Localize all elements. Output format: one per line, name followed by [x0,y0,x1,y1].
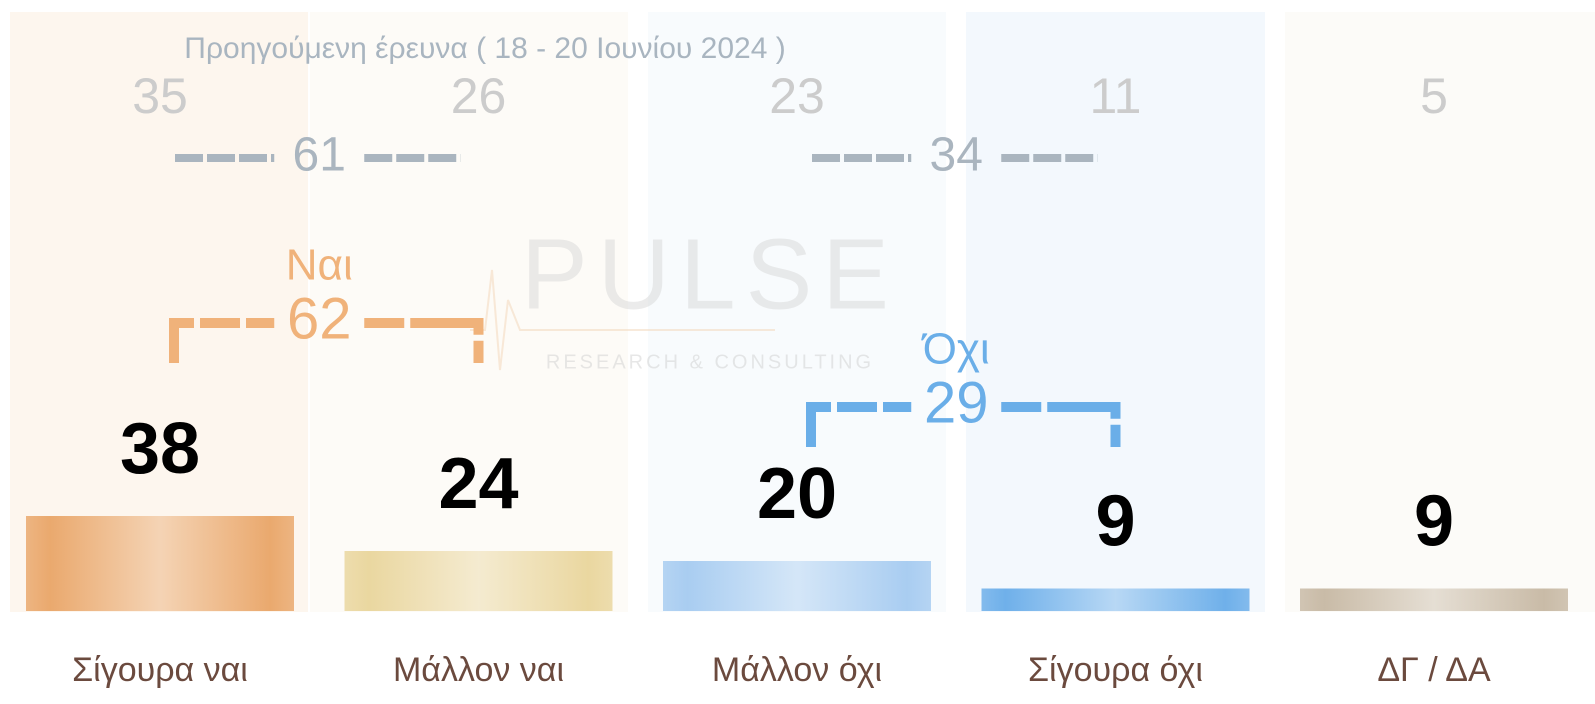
column-bg [648,12,946,612]
category-label: Σίγουρα ναι [72,651,248,689]
watermark-subtitle: RESEARCH & CONSULTING [546,351,874,373]
previous-value: 35 [132,68,188,124]
value-label: 9 [1414,482,1454,562]
group-previous: 34 [930,129,983,182]
group-value: 29 [924,370,989,435]
bracket [1001,402,1121,447]
watermark-title: PULSE [521,218,899,330]
bar [1300,588,1568,611]
previous-value: 23 [769,68,825,124]
category-label: Μάλλον όχι [712,651,882,689]
watermark-line [470,269,775,371]
bracket [364,318,484,363]
previous-value: 11 [1090,68,1142,124]
value-label: 20 [757,454,837,534]
previous-value: 26 [451,68,507,124]
bracket [806,402,912,447]
previous-label: Προηγούμενη έρευνα ( 18 - 20 Ιουνίου 202… [184,32,785,65]
value-label: 24 [438,444,518,524]
column-bg [966,12,1265,612]
group-previous: 61 [293,129,346,182]
bar [981,588,1250,611]
category-label: Σίγουρα όχι [1028,651,1203,689]
previous-value: 5 [1420,68,1448,124]
bar [663,561,931,611]
group-value: 62 [287,286,352,351]
column-bg [10,12,308,612]
column-bg [310,12,628,612]
group-name: Ναι [286,241,353,290]
bar [344,551,613,611]
category-label: ΔΓ / ΔΑ [1377,651,1491,689]
bracket [169,318,275,363]
column-bg [1285,12,1595,612]
bar [26,516,294,611]
group-name: Όχι [921,325,990,374]
value-label: 38 [120,409,200,489]
category-label: Μάλλον ναι [393,651,564,689]
value-label: 9 [1095,482,1135,562]
watermark: PULSE RESEARCH & CONSULTING [470,218,899,373]
